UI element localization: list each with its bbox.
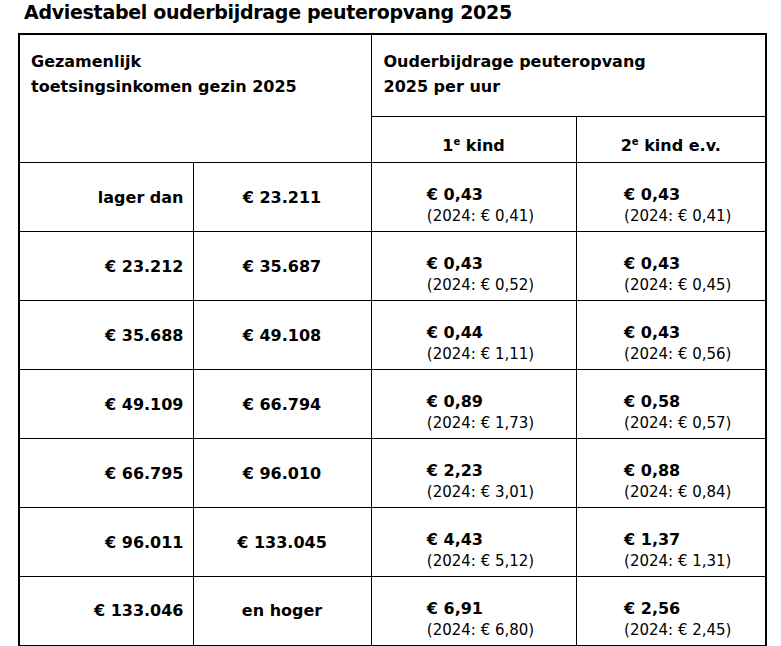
rate-child2-previous: (2024: € 0,45) <box>624 275 731 296</box>
rate-child2-cell: € 2,56(2024: € 2,45) <box>576 577 766 646</box>
contribution-header-line1: Ouderbijdrage peuteropvang <box>384 49 758 74</box>
income-from-cell: € 133.046 <box>19 577 193 646</box>
child1-header-sup: e <box>453 136 460 147</box>
rate-child1-previous: (2024: € 0,52) <box>427 275 534 296</box>
child1-header-num: 1 <box>442 136 453 155</box>
rate-child2-previous: (2024: € 1,31) <box>624 551 731 572</box>
rate-child2-previous: (2024: € 0,84) <box>624 482 731 503</box>
rate-child1-previous: (2024: € 3,01) <box>427 482 534 503</box>
child1-header-cell: 1e kind <box>371 117 576 163</box>
rate-child2-cell: € 0,43(2024: € 0,56) <box>576 301 766 370</box>
table-row: € 35.688 € 49.108 € 0,44(2024: € 1,11) €… <box>19 301 766 370</box>
table-row: € 23.212 € 35.687 € 0,43(2024: € 0,52) €… <box>19 232 766 301</box>
rate-child1-previous: (2024: € 6,80) <box>427 620 534 641</box>
rate-child2-value: € 0,43 <box>624 184 731 206</box>
income-from-cell: € 49.109 <box>19 370 193 439</box>
rate-child2-value: € 0,43 <box>624 322 731 344</box>
rate-child2-previous: (2024: € 2,45) <box>624 620 731 641</box>
rate-child2-value: € 0,88 <box>624 460 731 482</box>
rate-child1-value: € 0,43 <box>427 253 534 275</box>
header-row: Gezamenlijk toetsingsinkomen gezin 2025 … <box>19 34 766 117</box>
rate-child2-value: € 2,56 <box>624 598 731 620</box>
income-from-cell: € 23.212 <box>19 232 193 301</box>
rate-child2-cell: € 0,43(2024: € 0,41) <box>576 163 766 232</box>
rate-child1-value: € 0,44 <box>427 322 534 344</box>
income-to-cell: en hoger <box>193 577 371 646</box>
rate-child1-value: € 2,23 <box>427 460 534 482</box>
table-row: € 96.011 € 133.045 € 4,43(2024: € 5,12) … <box>19 508 766 577</box>
rate-child1-value: € 4,43 <box>427 529 534 551</box>
page-title: Adviestabel ouderbijdrage peuteropvang 2… <box>24 1 512 23</box>
income-to-cell: € 35.687 <box>193 232 371 301</box>
rate-child1-cell: € 4,43(2024: € 5,12) <box>371 508 576 577</box>
rate-child1-value: € 0,89 <box>427 391 534 413</box>
child2-header-rest: kind e.v. <box>639 136 721 155</box>
income-to-cell: € 23.211 <box>193 163 371 232</box>
rate-child2-value: € 0,58 <box>624 391 731 413</box>
rate-child1-previous: (2024: € 1,73) <box>427 413 534 434</box>
income-from-cell: lager dan <box>19 163 193 232</box>
income-to-cell: € 133.045 <box>193 508 371 577</box>
advice-table: Gezamenlijk toetsingsinkomen gezin 2025 … <box>18 33 767 646</box>
income-header-line2: toetsingsinkomen gezin 2025 <box>31 74 363 99</box>
income-from-cell: € 66.795 <box>19 439 193 508</box>
income-to-cell: € 96.010 <box>193 439 371 508</box>
rate-child1-cell: € 6,91(2024: € 6,80) <box>371 577 576 646</box>
income-from-cell: € 96.011 <box>19 508 193 577</box>
income-to-cell: € 49.108 <box>193 301 371 370</box>
income-header-line1: Gezamenlijk <box>31 49 363 74</box>
rate-child1-cell: € 0,44(2024: € 1,11) <box>371 301 576 370</box>
rate-child1-cell: € 0,43(2024: € 0,52) <box>371 232 576 301</box>
rate-child1-previous: (2024: € 0,41) <box>427 206 534 227</box>
child2-header-sup: e <box>632 136 639 147</box>
table-row: € 133.046 en hoger € 6,91(2024: € 6,80) … <box>19 577 766 646</box>
rate-child2-value: € 1,37 <box>624 529 731 551</box>
income-to-cell: € 66.794 <box>193 370 371 439</box>
rate-child2-previous: (2024: € 0,56) <box>624 344 731 365</box>
rate-child1-previous: (2024: € 1,11) <box>427 344 534 365</box>
rate-child2-cell: € 0,88(2024: € 0,84) <box>576 439 766 508</box>
rate-child2-value: € 0,43 <box>624 253 731 275</box>
rate-child2-cell: € 0,58(2024: € 0,57) <box>576 370 766 439</box>
income-header-cell: Gezamenlijk toetsingsinkomen gezin 2025 <box>19 34 371 163</box>
contribution-header-cell: Ouderbijdrage peuteropvang 2025 per uur <box>371 34 766 117</box>
table-row: € 66.795 € 96.010 € 2,23(2024: € 3,01) €… <box>19 439 766 508</box>
rate-child1-previous: (2024: € 5,12) <box>427 551 534 572</box>
table-row: lager dan € 23.211 € 0,43(2024: € 0,41) … <box>19 163 766 232</box>
rate-child2-previous: (2024: € 0,57) <box>624 413 731 434</box>
rate-child1-cell: € 0,89(2024: € 1,73) <box>371 370 576 439</box>
child1-header-rest: kind <box>460 136 505 155</box>
rate-child2-previous: (2024: € 0,41) <box>624 206 731 227</box>
income-from-cell: € 35.688 <box>19 301 193 370</box>
child2-header-num: 2 <box>621 136 632 155</box>
rate-child1-cell: € 2,23(2024: € 3,01) <box>371 439 576 508</box>
rate-child1-value: € 0,43 <box>427 184 534 206</box>
rate-child1-cell: € 0,43(2024: € 0,41) <box>371 163 576 232</box>
contribution-header-line2: 2025 per uur <box>384 74 758 99</box>
rate-child2-cell: € 1,37(2024: € 1,31) <box>576 508 766 577</box>
rate-child2-cell: € 0,43(2024: € 0,45) <box>576 232 766 301</box>
child2-header-cell: 2e kind e.v. <box>576 117 766 163</box>
rate-child1-value: € 6,91 <box>427 598 534 620</box>
table-row: € 49.109 € 66.794 € 0,89(2024: € 1,73) €… <box>19 370 766 439</box>
